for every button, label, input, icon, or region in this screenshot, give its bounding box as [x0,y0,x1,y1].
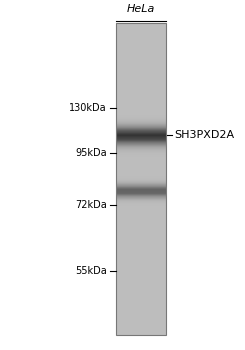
Text: 55kDa: 55kDa [75,266,107,275]
Text: 130kDa: 130kDa [69,103,107,113]
Text: 95kDa: 95kDa [75,148,107,158]
Text: SH3PXD2A: SH3PXD2A [174,131,234,140]
Bar [116,23,166,335]
Text: 72kDa: 72kDa [75,200,107,210]
Text: HeLa: HeLa [127,4,155,14]
